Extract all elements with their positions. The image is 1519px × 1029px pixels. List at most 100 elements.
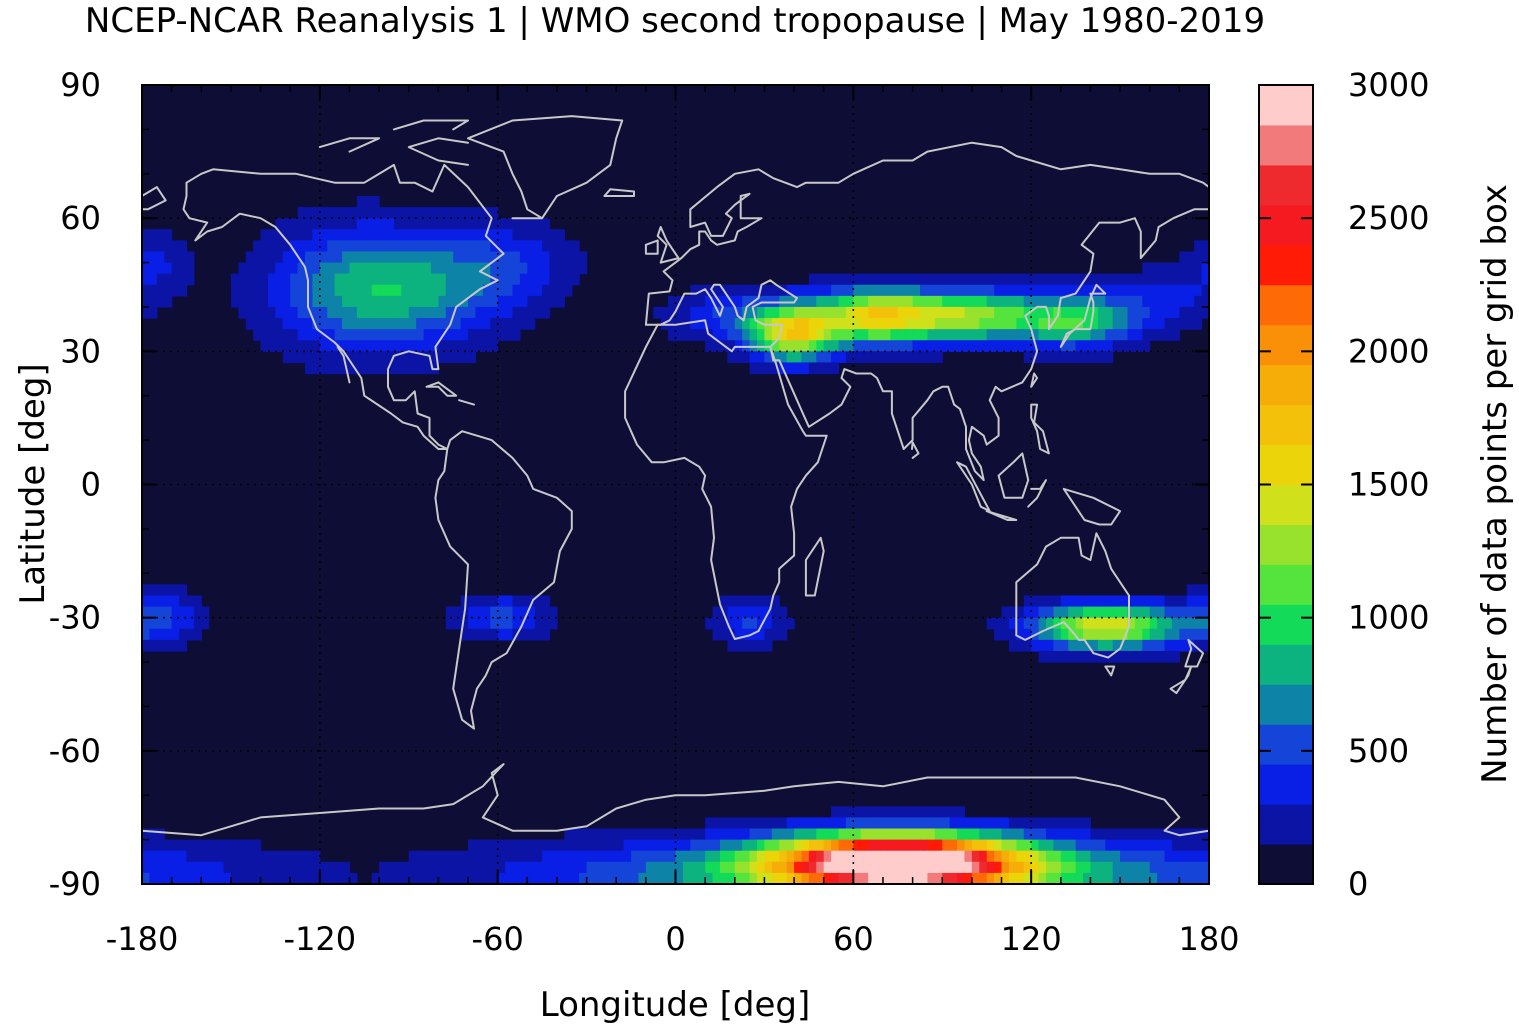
heatmap-cell xyxy=(971,839,980,852)
heatmap-cell xyxy=(423,284,432,297)
heatmap-cell xyxy=(764,872,773,885)
heatmap-cell xyxy=(1105,318,1114,330)
heatmap-cell xyxy=(675,872,684,885)
heatmap-cell xyxy=(831,828,840,841)
heatmap-cell xyxy=(979,850,988,863)
heatmap-cell xyxy=(482,318,491,330)
heatmap-cell xyxy=(549,262,558,275)
heatmap-cell xyxy=(727,861,736,874)
heatmap-cell xyxy=(1157,273,1166,286)
heatmap-cell xyxy=(1031,284,1040,297)
heatmap-cell xyxy=(838,817,847,830)
heatmap-cell xyxy=(942,306,951,319)
heatmap-cell xyxy=(964,340,973,352)
heatmap-cell xyxy=(1053,817,1062,830)
heatmap-cell xyxy=(460,229,469,241)
heatmap-cell xyxy=(505,872,514,885)
heatmap-cell xyxy=(312,207,321,219)
heatmap-cell xyxy=(1038,295,1047,308)
heatmap-cell xyxy=(801,850,810,863)
heatmap-cell xyxy=(1038,617,1047,630)
heatmap-cell xyxy=(1038,606,1047,619)
heatmap-cell xyxy=(1001,828,1010,841)
heatmap-cell xyxy=(1157,284,1166,297)
heatmap-cell xyxy=(312,850,321,863)
heatmap-cell xyxy=(712,318,721,330)
heatmap-cell xyxy=(267,262,276,275)
heatmap-cell xyxy=(482,251,491,264)
heatmap-cell xyxy=(994,817,1003,830)
heatmap-cell xyxy=(823,839,832,852)
heatmap-cell xyxy=(1164,617,1173,630)
heatmap-cell xyxy=(512,606,521,619)
heatmap-cell xyxy=(282,229,291,241)
heatmap-cell xyxy=(164,273,173,286)
heatmap-cell xyxy=(1157,839,1166,852)
heatmap-cell xyxy=(668,861,677,874)
heatmap-cell xyxy=(1164,850,1173,863)
heatmap-cell xyxy=(453,251,462,264)
heatmap-cell xyxy=(371,295,380,308)
heatmap-cell xyxy=(438,218,447,230)
heatmap-cell xyxy=(816,362,825,375)
heatmap-cell xyxy=(882,340,891,352)
heatmap-cell xyxy=(1142,650,1151,663)
heatmap-cell xyxy=(831,839,840,852)
heatmap-cell xyxy=(1068,306,1077,319)
heatmap-cell xyxy=(1164,839,1173,852)
heatmap-cell xyxy=(1120,628,1129,641)
heatmap-cell xyxy=(786,340,795,352)
heatmap-cell xyxy=(1127,340,1136,352)
heatmap-cell xyxy=(386,218,395,230)
colorbar-segment xyxy=(1259,244,1313,286)
heatmap-cell xyxy=(230,273,239,286)
heatmap-cell xyxy=(801,861,810,874)
heatmap-cell xyxy=(868,273,877,286)
heatmap-cell xyxy=(727,329,736,341)
heatmap-cell xyxy=(312,318,321,330)
heatmap-cell xyxy=(920,806,929,819)
heatmap-cell xyxy=(934,817,943,830)
heatmap-cell xyxy=(897,817,906,830)
heatmap-cell xyxy=(305,329,314,341)
heatmap-cell xyxy=(771,839,780,852)
heatmap-cell xyxy=(957,839,966,852)
heatmap-cell xyxy=(1008,628,1017,641)
heatmap-cell xyxy=(994,306,1003,319)
heatmap-cell xyxy=(1186,306,1195,319)
heatmap-cell xyxy=(994,340,1003,352)
heatmap-cell xyxy=(512,872,521,885)
heatmap-cell xyxy=(275,872,284,885)
heatmap-cell xyxy=(1112,318,1121,330)
heatmap-cell xyxy=(934,850,943,863)
heatmap-cell xyxy=(386,861,395,874)
heatmap-cell xyxy=(171,262,180,275)
heatmap-cell xyxy=(764,828,773,841)
heatmap-cell xyxy=(734,306,743,319)
heatmap-cell xyxy=(542,251,551,264)
heatmap-cell xyxy=(1112,839,1121,852)
heatmap-cell xyxy=(349,240,358,253)
heatmap-cell xyxy=(334,351,343,364)
heatmap-cell xyxy=(1045,650,1054,663)
heatmap-cell xyxy=(1038,351,1047,364)
heatmap-cell xyxy=(238,262,247,275)
heatmap-cell xyxy=(1001,340,1010,352)
heatmap-cell xyxy=(542,606,551,619)
heatmap-cell xyxy=(1001,606,1010,619)
heatmap-cell xyxy=(801,828,810,841)
heatmap-cell xyxy=(1031,828,1040,841)
heatmap-cell xyxy=(460,284,469,297)
coastlines xyxy=(141,115,1210,837)
heatmap-cell xyxy=(816,318,825,330)
heatmap-cell xyxy=(631,828,640,841)
colorbar-segment xyxy=(1259,404,1313,446)
heatmap-cell xyxy=(519,284,528,297)
heatmap-cell xyxy=(771,817,780,830)
heatmap-cell xyxy=(468,229,477,241)
heatmap-cell xyxy=(267,318,276,330)
heatmap-cell xyxy=(1060,650,1069,663)
heatmap-cell xyxy=(245,273,254,286)
heatmap-cell xyxy=(1031,329,1040,341)
heatmap-cell xyxy=(512,262,521,275)
